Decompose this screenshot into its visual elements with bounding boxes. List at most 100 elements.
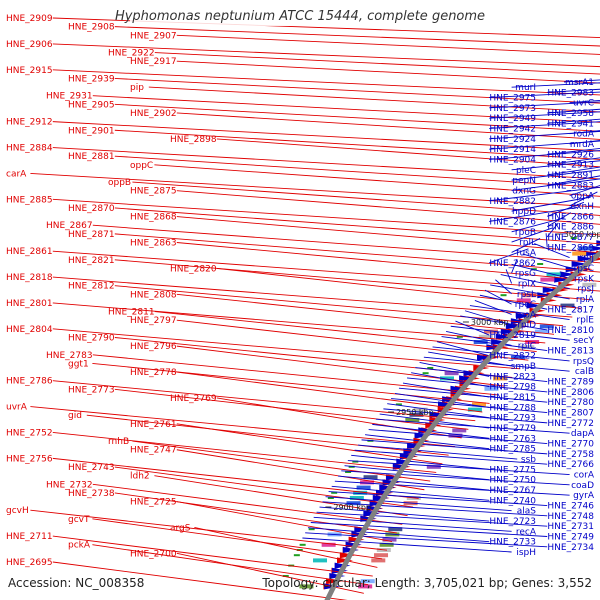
gene-label[interactable]: rplX [518,279,536,289]
gene-label[interactable]: HNE_2761 [130,420,177,430]
gene-label[interactable]: carA [6,169,27,179]
gene-label[interactable]: HNE_2796 [130,342,177,352]
gene-label[interactable]: HNE_2823 [489,372,536,382]
gene-label[interactable]: dxnH [570,202,594,212]
gene-label[interactable]: HNE_2869 [547,243,594,253]
gene-label[interactable]: HNE_2785 [489,445,536,455]
gene-label[interactable]: HNE_2949 [489,114,536,124]
gene-label[interactable]: rplD [517,321,536,331]
gene-label[interactable]: calB [575,367,594,377]
gene-label[interactable]: alaS [517,507,537,517]
gene-label[interactable]: rnhB [108,437,129,447]
gene-label[interactable]: rplA [576,295,595,305]
gene-label[interactable]: HNE_2763 [489,434,536,444]
gene-label[interactable]: HNE_2756 [6,454,53,464]
gene-label[interactable]: HNE_2793 [489,414,536,424]
gene-label[interactable]: HNE_2772 [547,419,594,429]
gene-label[interactable]: argS [170,523,191,533]
gene-label[interactable]: ggt1 [68,359,89,369]
gene-label[interactable]: gid [68,411,82,421]
gene-label[interactable]: HNE_2819 [489,331,536,341]
gene-label[interactable]: HNE_2810 [547,326,594,336]
gene-label[interactable]: HNE_2770 [547,440,594,450]
gene-label[interactable]: HNE_2812 [68,282,115,292]
gene-label[interactable]: HNE_2790 [68,333,115,343]
gene-label[interactable]: HNE_2723 [489,517,536,527]
gene-label[interactable]: HNE_2898 [170,135,217,145]
gene-label[interactable]: HNE_2811 [108,308,155,318]
gene-label[interactable]: HNE_2786 [6,377,53,387]
gene-label[interactable]: HNE_2695 [6,558,53,568]
gene-label[interactable]: HNE_2876 [489,217,536,227]
gene-label[interactable]: msrA1 [565,78,594,88]
gene-label[interactable]: HNE_2725 [130,498,177,508]
gene-label[interactable]: rpsQ [573,357,594,367]
gene-label[interactable]: HNE_2922 [108,49,155,59]
gene-label[interactable]: coaD [571,481,594,491]
gene-label[interactable]: HNE_2883 [547,181,594,191]
gene-label[interactable]: HNE_2815 [489,393,536,403]
gene-label[interactable]: rpoC [515,300,536,310]
gene-label[interactable]: rpoB [515,228,536,238]
gene-label[interactable]: HNE_2806 [547,388,594,398]
gene-label[interactable]: HNE_2731 [547,522,594,532]
gene-label[interactable]: HNE_2775 [489,465,536,475]
gene-label[interactable]: murI [515,83,536,93]
gene-label[interactable]: gcvH [6,506,29,516]
gene-label[interactable]: HNE_2789 [547,378,594,388]
gene-label[interactable]: HNE_2746 [547,502,594,512]
gene-label[interactable]: rplC [518,341,536,351]
gene-label[interactable]: HNE_2804 [6,325,53,335]
gene-label[interactable]: HNE_2748 [547,512,594,522]
gene-label[interactable]: HNE_2914 [489,145,536,155]
gene-label[interactable]: rodA [573,130,595,140]
gene-label[interactable]: HNE_2818 [6,273,53,283]
gene-label[interactable]: HNE_2732 [46,480,93,490]
gene-label[interactable]: oppA [571,192,595,202]
gene-label[interactable]: pleC [516,166,536,176]
gene-label[interactable]: HNE_2749 [547,533,594,543]
gene-label[interactable]: fusA [516,248,537,258]
gene-label[interactable]: HNE_2801 [6,299,53,309]
gene-label[interactable]: HNE_2901 [68,126,115,136]
gene-label[interactable]: HNE_2738 [68,489,115,499]
gene-label[interactable]: HNE_2882 [489,197,536,207]
gene-label[interactable]: HNE_2758 [547,450,594,460]
gene-label[interactable]: HNE_2711 [6,532,53,542]
gene-label[interactable]: gcvT [68,515,90,525]
gene-label[interactable]: HNE_2820 [170,264,217,274]
gene-label[interactable]: HNE_2798 [489,383,536,393]
gene-label[interactable]: HNE_2750 [489,476,536,486]
gene-label[interactable]: rpsL [517,290,536,300]
gene-label[interactable]: HNE_2912 [6,118,53,128]
gene-label[interactable]: HNE_2884 [6,144,53,154]
gene-label[interactable]: HNE_2743 [68,463,115,473]
gene-label[interactable]: HNE_2783 [46,351,93,361]
gene-label[interactable]: rplL [519,238,536,248]
gene-label[interactable]: HNE_2734 [547,543,594,553]
gene-label[interactable]: rpsJ [577,285,594,295]
gene-label[interactable]: uvrC [573,99,594,109]
gene-label[interactable]: rpsC [574,264,594,274]
gene-label[interactable]: HNE_2817 [547,305,594,315]
gene-label[interactable]: ldh2 [130,472,150,482]
gene-label[interactable]: HNE_2821 [68,256,115,266]
gene-label[interactable]: HNE_2902 [130,109,177,119]
gene-label[interactable]: HNE_2942 [489,124,536,134]
gene-label[interactable]: corA [574,471,595,481]
gene-label[interactable]: HNE_2778 [130,368,177,378]
gene-label[interactable]: HNE_2983 [547,88,594,98]
gene-label[interactable]: HNE_2870 [68,204,115,214]
gene-label[interactable]: HNE_2868 [130,213,177,223]
gene-label[interactable]: HNE_2877 [547,233,594,243]
gene-label[interactable]: HNE_2907 [130,31,177,41]
gene-label[interactable]: HNE_2813 [547,347,594,357]
gene-label[interactable]: HNE_2766 [547,460,594,470]
gene-label[interactable]: ispH [516,548,536,558]
gene-label[interactable]: pip [130,83,144,93]
gene-label[interactable]: uvrA [6,403,28,413]
gene-label[interactable]: rpoA [515,310,537,320]
gene-label[interactable]: rpsG [515,269,536,279]
gene-label[interactable]: HNE_2808 [130,290,177,300]
gene-label[interactable]: rplE [576,316,594,326]
